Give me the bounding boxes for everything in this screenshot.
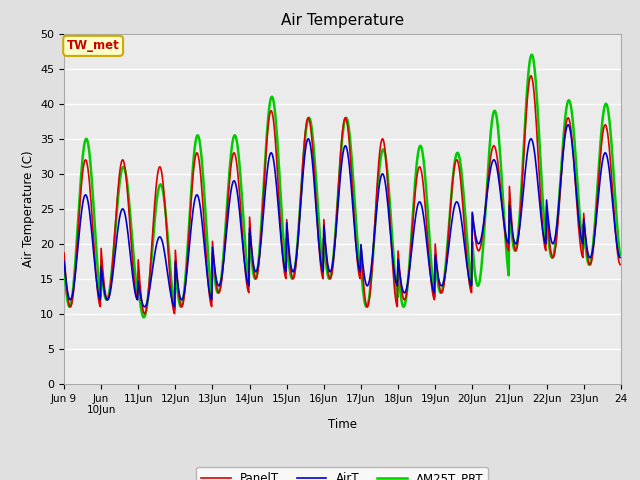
AM25T_PRT xyxy=(185,230,193,236)
AirT xyxy=(60,258,68,264)
AM25T_PRT xyxy=(70,276,78,282)
Title: Air Temperature: Air Temperature xyxy=(281,13,404,28)
Legend: PanelT, AirT, AM25T_PRT: PanelT, AirT, AM25T_PRT xyxy=(196,467,488,480)
Line: PanelT: PanelT xyxy=(64,76,620,314)
AM25T_PRT xyxy=(60,262,68,268)
AM25T_PRT xyxy=(410,190,418,195)
PanelT xyxy=(141,311,148,317)
AirT xyxy=(564,122,572,128)
PanelT xyxy=(427,273,435,278)
PanelT xyxy=(616,262,624,267)
PanelT xyxy=(127,241,135,247)
X-axis label: Time: Time xyxy=(328,418,357,431)
Line: AirT: AirT xyxy=(64,125,620,307)
PanelT xyxy=(410,200,418,205)
AM25T_PRT xyxy=(214,290,221,296)
AM25T_PRT xyxy=(127,225,135,230)
AirT xyxy=(427,274,435,279)
PanelT xyxy=(214,289,221,295)
AirT xyxy=(185,253,193,259)
AirT xyxy=(141,304,148,310)
PanelT xyxy=(70,283,78,289)
AirT xyxy=(410,224,418,229)
AirT xyxy=(616,255,624,261)
PanelT xyxy=(60,250,68,256)
PanelT xyxy=(185,239,193,245)
Y-axis label: Air Temperature (C): Air Temperature (C) xyxy=(22,151,35,267)
AirT xyxy=(214,282,221,288)
PanelT xyxy=(527,73,535,79)
AirT xyxy=(127,261,135,267)
AM25T_PRT xyxy=(528,52,536,58)
AM25T_PRT xyxy=(140,314,147,320)
AirT xyxy=(70,282,78,288)
Line: AM25T_PRT: AM25T_PRT xyxy=(64,55,620,317)
Text: TW_met: TW_met xyxy=(67,39,120,52)
AM25T_PRT xyxy=(616,252,624,258)
AM25T_PRT xyxy=(427,251,435,257)
